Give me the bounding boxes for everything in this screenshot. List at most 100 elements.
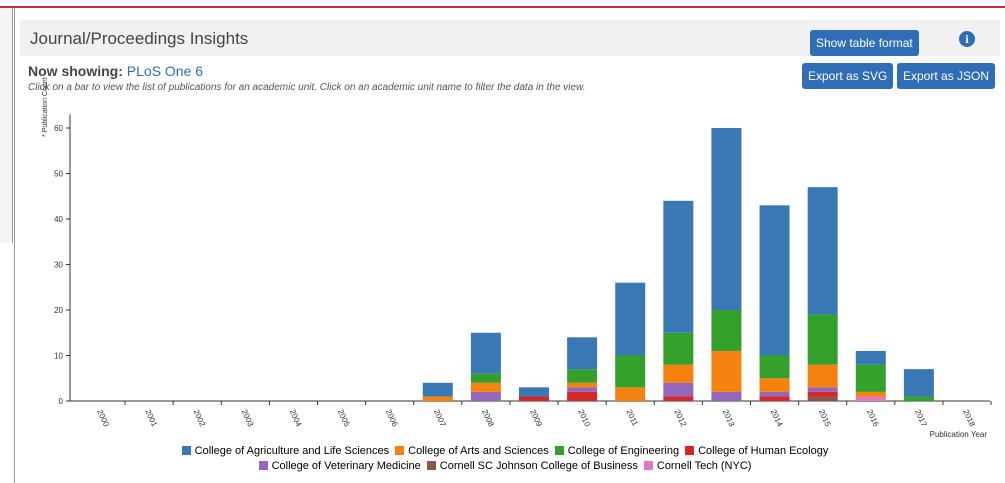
x-tick-label: 2001: [143, 408, 159, 428]
legend-swatch: [426, 461, 436, 470]
bar-segment[interactable]: [807, 187, 838, 315]
legend-label[interactable]: Cornell Tech (NYC): [656, 460, 752, 472]
bar-segment[interactable]: [663, 364, 694, 383]
legend-label[interactable]: College of Human Ecology: [698, 445, 829, 457]
table-button[interactable]: Show table format: [810, 30, 919, 56]
bar-segment[interactable]: [470, 382, 501, 392]
y-axis-label: * Publication Count: [42, 77, 49, 137]
legend-item[interactable]: College of Engineering: [554, 444, 680, 459]
now-showing-label: Now showing:: [28, 63, 123, 79]
bar-segment[interactable]: [519, 387, 549, 397]
x-tick-label: 2002: [191, 408, 207, 428]
x-tick-label: 2008: [480, 408, 496, 428]
legend-label[interactable]: College of Engineering: [567, 445, 680, 457]
x-tick-label: 2003: [240, 408, 256, 428]
legend-item[interactable]: College of Agriculture and Life Sciences: [181, 444, 390, 459]
bar-segment[interactable]: [567, 369, 598, 383]
bar-segment[interactable]: [470, 391, 501, 401]
bar-segment[interactable]: [567, 337, 598, 370]
x-tick-label: 2012: [673, 408, 689, 428]
bar-segment[interactable]: [663, 396, 694, 401]
info-icon[interactable]: i: [959, 31, 975, 47]
x-tick-label: 2000: [95, 408, 111, 428]
bar-segment[interactable]: [807, 314, 838, 365]
legend-item[interactable]: College of Arts and Sciences: [395, 444, 549, 459]
bar-segment[interactable]: [663, 382, 694, 397]
bar-segment[interactable]: [567, 391, 598, 401]
bar-segment[interactable]: [567, 387, 598, 392]
svg-button[interactable]: Export as SVG: [802, 63, 894, 89]
legend: College of Agriculture and Life Sciences…: [110, 444, 900, 474]
bar-segment[interactable]: [807, 396, 838, 401]
bar-segment[interactable]: [519, 396, 549, 401]
legend-item[interactable]: Cornell Tech (NYC): [643, 459, 752, 474]
legend-label[interactable]: College of Arts and Sciences: [408, 445, 549, 457]
y-tick-label: 10: [54, 352, 63, 361]
x-tick-label: 2009: [528, 408, 544, 428]
bar-segment[interactable]: [615, 387, 646, 401]
legend-item[interactable]: College of Veterinary Medicine: [258, 459, 421, 474]
side-panel: [0, 8, 13, 243]
bar-segment[interactable]: [807, 391, 838, 397]
y-tick-label: 40: [54, 215, 63, 224]
x-tick-label: 2014: [769, 408, 785, 428]
top-border: [0, 0, 1005, 8]
y-tick-label: 20: [54, 306, 63, 315]
legend-label[interactable]: College of Agriculture and Life Sciences: [194, 445, 390, 457]
bar-segment[interactable]: [903, 396, 934, 401]
bar-segment[interactable]: [759, 391, 790, 397]
bar-segment[interactable]: [903, 369, 934, 397]
bar-segment[interactable]: [663, 200, 694, 333]
bar-segment[interactable]: [470, 373, 501, 383]
y-tick-label: 50: [54, 170, 63, 179]
chart: 0 10 20 30 40 50 60 * Publication Count Publicat…: [42, 77, 992, 439]
x-tick-label: 2017: [913, 408, 929, 428]
panel-title: Journal/Proceedings Insights: [30, 29, 249, 48]
bar-segment[interactable]: [807, 364, 838, 388]
x-tick-label: 2016: [865, 408, 881, 428]
instructions: Click on a bar to view the list of publi…: [28, 82, 586, 93]
bar-segment[interactable]: [855, 391, 886, 397]
x-tick-label: 2004: [288, 408, 304, 428]
bar-segment[interactable]: [759, 205, 790, 356]
legend-label[interactable]: College of Veterinary Medicine: [271, 460, 421, 472]
legend-item[interactable]: Cornell SC Johnson College of Business: [426, 459, 638, 474]
x-tick-label: 2018: [961, 408, 977, 428]
bar-segment[interactable]: [615, 282, 646, 356]
now-showing: Now showing: PLoS One 6: [28, 63, 203, 79]
legend-swatch: [643, 461, 653, 470]
bar-segment[interactable]: [855, 364, 886, 392]
legend-swatch: [395, 446, 405, 455]
x-tick-label: 2015: [817, 408, 833, 428]
bar-segment[interactable]: [615, 355, 646, 388]
x-tick-label: 2013: [721, 408, 737, 428]
bar-segment[interactable]: [663, 332, 694, 365]
x-tick-label: 2010: [576, 408, 592, 428]
bar-segment[interactable]: [759, 396, 790, 401]
x-axis-label: Publication Year: [930, 430, 988, 439]
bar-segment[interactable]: [759, 378, 790, 392]
bar-segment[interactable]: [759, 355, 790, 379]
legend-label[interactable]: Cornell SC Johnson College of Business: [439, 460, 638, 472]
bar-segment[interactable]: [470, 332, 501, 374]
bar-segment[interactable]: [567, 382, 598, 388]
legend-swatch: [685, 446, 695, 455]
bar-segment[interactable]: [711, 310, 742, 351]
json-button[interactable]: Export as JSON: [897, 63, 996, 89]
bar-segment[interactable]: [711, 350, 742, 392]
panel-border: [14, 8, 15, 483]
legend-swatch: [554, 446, 564, 455]
bar-segment[interactable]: [711, 128, 742, 310]
bar-segment[interactable]: [422, 396, 453, 401]
bar-segment[interactable]: [855, 396, 886, 401]
bar-segment[interactable]: [422, 382, 453, 397]
x-tick-label: 2005: [336, 408, 352, 428]
bar-segment[interactable]: [711, 391, 742, 401]
bar-segment[interactable]: [855, 350, 886, 365]
legend-item[interactable]: College of Human Ecology: [685, 444, 828, 459]
y-tick-label: 60: [54, 124, 63, 133]
now-showing-value[interactable]: PLoS One 6: [126, 63, 204, 79]
bar-segment[interactable]: [807, 387, 838, 392]
y-tick-label: 30: [54, 261, 63, 270]
